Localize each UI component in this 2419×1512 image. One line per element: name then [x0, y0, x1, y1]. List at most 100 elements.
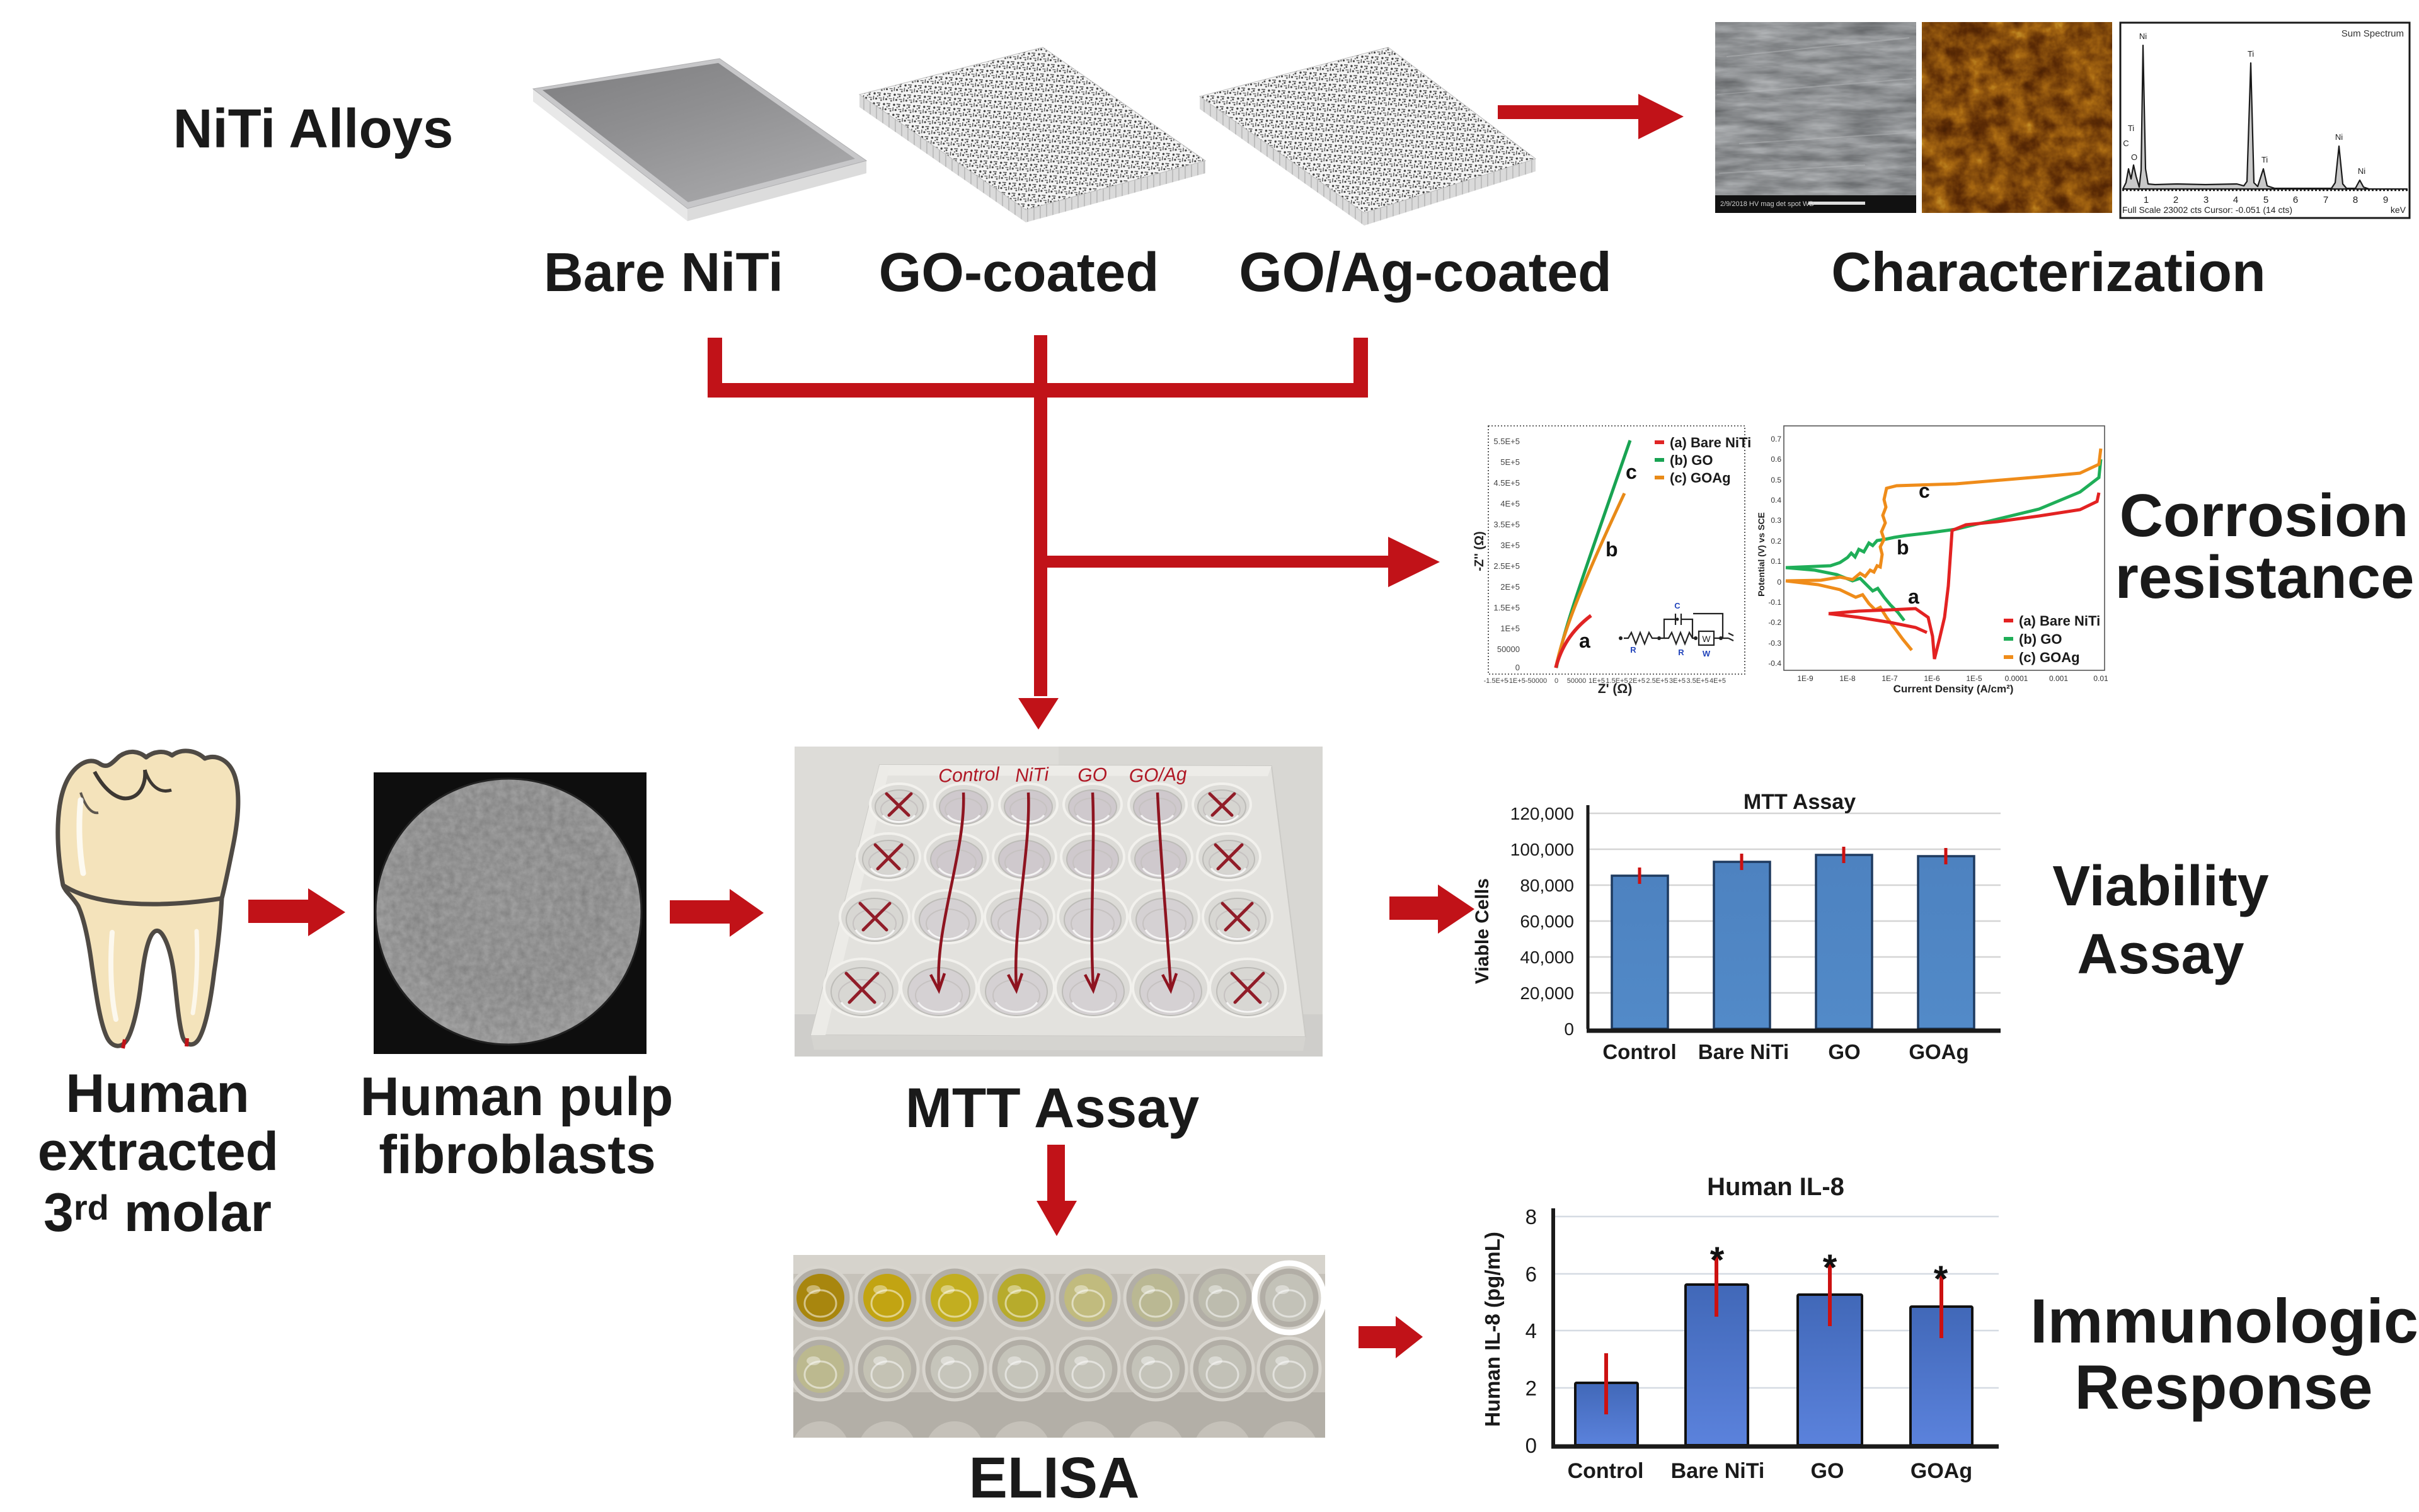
svg-text:keV: keV [2391, 205, 2406, 215]
svg-text:Ni: Ni [2358, 166, 2365, 176]
svg-text:Current Density (A/cm²): Current Density (A/cm²) [1893, 683, 2014, 695]
svg-text:Ti: Ti [2128, 123, 2134, 133]
svg-text:100,000: 100,000 [1510, 840, 1574, 859]
svg-text:50000: 50000 [1567, 677, 1587, 685]
svg-text:fibroblasts: fibroblasts [379, 1125, 656, 1185]
svg-text:1E-9: 1E-9 [1797, 674, 1813, 683]
svg-text:1.5E+5: 1.5E+5 [1606, 677, 1628, 685]
svg-text:4.5E+5: 4.5E+5 [1493, 478, 1520, 488]
svg-text:0.6: 0.6 [1771, 455, 1781, 464]
svg-text:0.1: 0.1 [1771, 557, 1781, 566]
svg-text:9: 9 [2383, 195, 2388, 205]
svg-text:C: C [1674, 601, 1681, 610]
svg-text:-Z'' (Ω): -Z'' (Ω) [1473, 531, 1486, 571]
svg-text:R: R [1630, 645, 1636, 655]
svg-text:MTT Assay: MTT Assay [905, 1076, 1200, 1139]
svg-text:4E+5: 4E+5 [1709, 677, 1726, 685]
svg-text:50000: 50000 [1497, 644, 1520, 654]
svg-text:-50000: -50000 [1526, 677, 1547, 685]
svg-text:Bare NiTi: Bare NiTi [1698, 1040, 1789, 1063]
svg-text:5: 5 [2263, 195, 2268, 205]
svg-text:b: b [1606, 538, 1618, 561]
svg-text:a: a [1579, 629, 1590, 652]
svg-text:GO: GO [1077, 764, 1108, 786]
svg-text:Ti: Ti [2261, 155, 2268, 164]
svg-text:7: 7 [2323, 195, 2328, 205]
svg-text:4: 4 [2233, 195, 2238, 205]
svg-text:NiTi: NiTi [1015, 764, 1050, 786]
svg-text:2/9/2018 HV mag det spot: 2/9/2018 HV mag det spot WD [1720, 200, 1814, 208]
svg-text:GO-coated: GO-coated [879, 242, 1159, 303]
svg-text:1E-8: 1E-8 [1839, 674, 1856, 683]
svg-text:0: 0 [1526, 1434, 1537, 1457]
svg-text:1E+5: 1E+5 [1589, 677, 1605, 685]
svg-text:Ni: Ni [2139, 32, 2147, 41]
svg-text:Control: Control [1602, 1040, 1676, 1063]
svg-text:Bare NiTi: Bare NiTi [544, 242, 783, 303]
svg-text:0: 0 [1515, 663, 1520, 672]
svg-text:4E+5: 4E+5 [1500, 499, 1520, 508]
svg-text:Sum Spectrum: Sum Spectrum [2341, 28, 2404, 39]
svg-text:Control: Control [1568, 1459, 1644, 1483]
svg-text:Bare NiTi: Bare NiTi [1671, 1459, 1765, 1483]
svg-text:NiTi Alloys: NiTi Alloys [173, 98, 454, 159]
svg-text:1.5E+5: 1.5E+5 [1493, 603, 1520, 612]
svg-text:C: C [2123, 139, 2129, 148]
svg-text:0: 0 [1554, 677, 1558, 685]
svg-text:2E+5: 2E+5 [1500, 582, 1520, 592]
svg-text:40,000: 40,000 [1520, 948, 1574, 967]
svg-text:(c) GOAg: (c) GOAg [1670, 470, 1731, 486]
svg-text:Full Scale 23002 cts Cursor: -: Full Scale 23002 cts Cursor: -0.051 (14 … [2122, 205, 2292, 215]
svg-text:Potential (V) vs SCE: Potential (V) vs SCE [1756, 512, 1766, 597]
svg-text:120,000: 120,000 [1510, 804, 1574, 823]
svg-text:-0.4: -0.4 [1768, 659, 1781, 668]
svg-text:-0.3: -0.3 [1768, 639, 1781, 648]
svg-text:0: 0 [1777, 578, 1781, 587]
svg-text:(b) GO: (b) GO [2019, 631, 2062, 647]
svg-text:Control: Control [938, 764, 1001, 786]
svg-text:1E-7: 1E-7 [1882, 674, 1898, 683]
svg-text:(a) Bare NiTi: (a) Bare NiTi [1670, 435, 1751, 450]
svg-text:*: * [1823, 1247, 1837, 1288]
svg-text:Ti: Ti [2248, 49, 2254, 59]
svg-text:Response: Response [2074, 1352, 2372, 1422]
svg-text:GOAg: GOAg [1909, 1040, 1968, 1063]
svg-text:Viability: Viability [2052, 855, 2268, 918]
svg-text:0.0001: 0.0001 [2005, 674, 2028, 683]
svg-text:0.7: 0.7 [1771, 435, 1781, 444]
svg-text:1E-5: 1E-5 [1966, 674, 1982, 683]
svg-text:Z' (Ω): Z' (Ω) [1598, 682, 1632, 696]
svg-text:-1.5E+5: -1.5E+5 [1484, 677, 1508, 685]
svg-text:R: R [1678, 648, 1684, 657]
svg-text:80,000: 80,000 [1520, 876, 1574, 895]
svg-text:b: b [1897, 536, 1909, 559]
svg-text:Human pulp: Human pulp [360, 1067, 674, 1127]
svg-text:Assay: Assay [2077, 923, 2244, 986]
svg-text:GO: GO [1811, 1459, 1844, 1483]
svg-text:3: 3 [2204, 195, 2209, 205]
svg-text:1E-6: 1E-6 [1924, 674, 1940, 683]
svg-text:W: W [1702, 634, 1711, 644]
svg-text:6: 6 [1526, 1263, 1537, 1286]
svg-text:Characterization: Characterization [1831, 241, 2266, 303]
svg-text:2: 2 [2173, 195, 2178, 205]
svg-text:2.5E+5: 2.5E+5 [1646, 677, 1668, 685]
svg-text:W: W [1703, 649, 1711, 658]
svg-text:0.2: 0.2 [1771, 537, 1781, 546]
svg-text:5.5E+5: 5.5E+5 [1493, 437, 1520, 446]
svg-text:(b) GO: (b) GO [1670, 452, 1713, 468]
svg-text:Human IL-8: Human IL-8 [1707, 1173, 1844, 1201]
svg-text:GO/Ag-coated: GO/Ag-coated [1239, 241, 1612, 303]
svg-text:a: a [1908, 585, 1919, 608]
svg-text:2.5E+5: 2.5E+5 [1493, 561, 1520, 571]
svg-text:Ni: Ni [2335, 132, 2343, 142]
svg-text:-0.2: -0.2 [1768, 618, 1781, 627]
svg-text:resistance: resistance [2115, 544, 2415, 611]
svg-text:c: c [1626, 461, 1637, 483]
svg-text:5E+5: 5E+5 [1500, 457, 1520, 467]
svg-text:3.5E+5: 3.5E+5 [1493, 520, 1520, 529]
svg-text:Human: Human [66, 1063, 249, 1124]
svg-text:(c) GOAg: (c) GOAg [2019, 650, 2080, 665]
svg-text:Immunologic: Immunologic [2030, 1286, 2418, 1356]
svg-text:extracted: extracted [38, 1121, 279, 1182]
